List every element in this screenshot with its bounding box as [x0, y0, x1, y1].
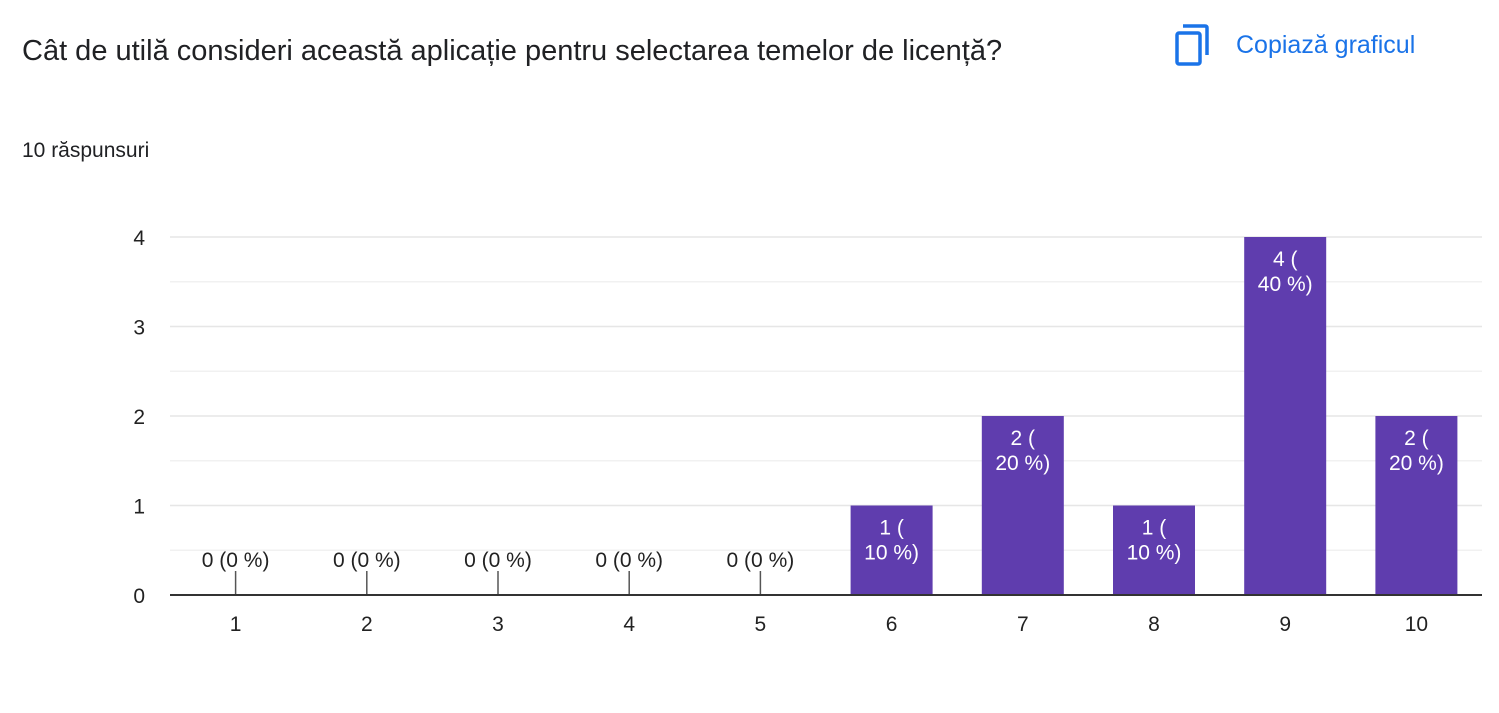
bar: [1113, 505, 1195, 595]
bar: [1244, 237, 1327, 595]
y-tick-label: 1: [133, 496, 145, 519]
x-tick-label: 3: [492, 613, 504, 636]
data-label: 0 (0 %): [727, 549, 795, 572]
copy-chart-button[interactable]: Copiază graficul: [1174, 22, 1415, 68]
y-tick-label: 0: [133, 585, 145, 608]
data-label: 2 (: [1404, 427, 1429, 450]
data-label: 1 (: [879, 517, 904, 540]
x-tick-label: 10: [1405, 613, 1428, 636]
data-label: 20 %): [1389, 452, 1444, 475]
data-label: 40 %): [1258, 273, 1313, 296]
data-label: 4 (: [1273, 248, 1298, 271]
data-label: 0 (0 %): [202, 549, 270, 572]
bar: [850, 505, 933, 595]
x-tick-label: 5: [755, 613, 767, 636]
x-tick-label: 1: [230, 613, 242, 636]
data-label: 20 %): [995, 452, 1050, 475]
data-label: 1 (: [1142, 517, 1167, 540]
bar: [1375, 416, 1458, 595]
data-label: 0 (0 %): [333, 549, 401, 572]
x-tick-label: 6: [886, 613, 898, 636]
bar: [981, 416, 1064, 595]
y-tick-label: 4: [133, 227, 145, 250]
data-label: 0 (0 %): [595, 549, 663, 572]
x-tick-label: 7: [1017, 613, 1029, 636]
x-tick-label: 9: [1279, 613, 1291, 636]
data-label: 0 (0 %): [464, 549, 532, 572]
bar-chart: 0 1 2 3 4 0 (0 %) 1 0 (0 %) 2 0 (0 %) 3 0 (0 %) 4 0 (…: [133, 227, 1482, 636]
data-label: 10 %): [1127, 542, 1182, 565]
copy-icon: [1175, 24, 1209, 66]
copy-chart-label: Copiază graficul: [1236, 30, 1416, 59]
question-title: Cât de utilă consideri această aplicație…: [22, 35, 1003, 67]
y-tick-label: 3: [133, 317, 145, 340]
data-label: 10 %): [864, 542, 919, 565]
response-count: 10 răspunsuri: [22, 139, 150, 162]
x-tick-label: 8: [1148, 613, 1160, 636]
x-tick-label: 2: [361, 613, 373, 636]
x-tick-label: 4: [623, 613, 635, 636]
data-label: 2 (: [1011, 427, 1036, 450]
y-tick-label: 2: [133, 406, 145, 429]
